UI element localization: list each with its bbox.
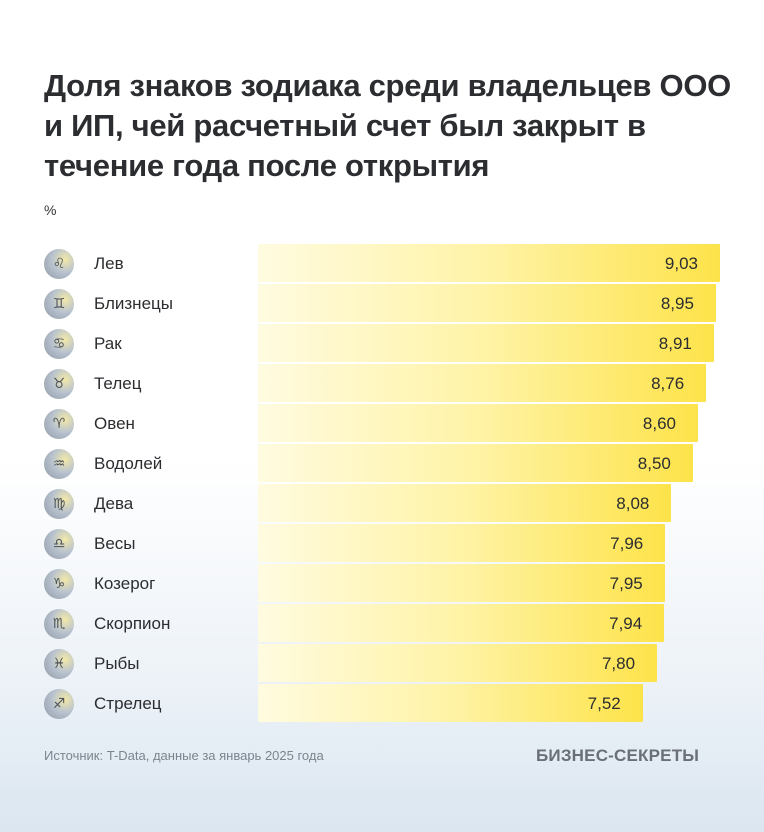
category-label: Лев bbox=[94, 254, 124, 273]
libra-icon: ♎︎ bbox=[44, 529, 74, 559]
data-label: 7,52 bbox=[587, 694, 621, 713]
data-label: 7,96 bbox=[610, 534, 644, 553]
bar: 8,91 bbox=[258, 324, 714, 362]
bar-row: ♌︎ Лев 9,03 bbox=[0, 244, 764, 282]
capricorn-icon: ♑︎ bbox=[44, 569, 74, 599]
bar-row: ♈︎ Овен 8,60 bbox=[0, 404, 764, 442]
data-label: 8,76 bbox=[651, 374, 685, 393]
cancer-icon: ♋︎ bbox=[44, 329, 74, 359]
category-label: Телец bbox=[94, 374, 142, 393]
data-label: 8,95 bbox=[660, 294, 694, 313]
bar-row: ♊︎ Близнецы 8,95 bbox=[0, 284, 764, 322]
bar: 8,60 bbox=[258, 404, 698, 442]
taurus-icon: ♉︎ bbox=[44, 369, 74, 399]
category-label: Близнецы bbox=[94, 294, 173, 313]
bar: 7,80 bbox=[258, 644, 658, 682]
sagittarius-icon: ♐︎ bbox=[44, 689, 74, 719]
category-label: Стрелец bbox=[94, 694, 162, 713]
bar-row: ♋︎ Рак 8,91 bbox=[0, 324, 764, 362]
bar-row: ♍︎ Дева 8,08 bbox=[0, 484, 764, 522]
pisces-icon: ♓︎ bbox=[44, 649, 74, 679]
bar-row: ♏︎ Скорпион 7,94 bbox=[0, 604, 764, 642]
unit-label: % bbox=[44, 202, 57, 218]
category-label: Скорпион bbox=[94, 614, 171, 633]
data-label: 8,60 bbox=[642, 414, 676, 433]
aquarius-icon: ♒︎ bbox=[44, 449, 74, 479]
brand-logo: БИЗНЕС-СЕКРЕТЫ bbox=[536, 746, 700, 765]
bar: 9,03 bbox=[258, 244, 720, 282]
chart-title: Доля знаков зодиака среди владельцев ООО… bbox=[44, 68, 731, 183]
data-label: 8,91 bbox=[658, 334, 692, 353]
bar: 8,95 bbox=[258, 284, 716, 322]
bar-row: ♐︎ Стрелец 7,52 bbox=[0, 684, 764, 722]
bar-row: ♎︎ Весы 7,96 bbox=[0, 524, 764, 562]
bar: 8,50 bbox=[258, 444, 693, 482]
leo-icon: ♌︎ bbox=[44, 249, 74, 279]
bar-row: ♒︎ Водолей 8,50 bbox=[0, 444, 764, 482]
source-note: Источник: T-Data, данные за январь 2025 … bbox=[44, 748, 324, 763]
bar-row: ♉︎ Телец 8,76 bbox=[0, 364, 764, 402]
bar: 7,95 bbox=[258, 564, 665, 602]
bar: 8,08 bbox=[258, 484, 672, 522]
bar: 8,76 bbox=[258, 364, 707, 402]
scorpio-icon: ♏︎ bbox=[44, 609, 74, 639]
data-label: 8,50 bbox=[637, 454, 671, 473]
category-label: Овен bbox=[94, 414, 135, 433]
data-label: 8,08 bbox=[616, 494, 650, 513]
aries-icon: ♈︎ bbox=[44, 409, 74, 439]
bar: 7,94 bbox=[258, 604, 665, 642]
bar: 7,96 bbox=[258, 524, 666, 562]
category-label: Водолей bbox=[94, 454, 163, 473]
virgo-icon: ♍︎ bbox=[44, 489, 74, 519]
bar-row: ♑︎ Козерог 7,95 bbox=[0, 564, 764, 602]
category-label: Весы bbox=[94, 534, 136, 553]
data-label: 9,03 bbox=[664, 254, 698, 273]
data-label: 7,80 bbox=[601, 654, 636, 673]
gemini-icon: ♊︎ bbox=[44, 289, 74, 319]
bar: 7,52 bbox=[258, 684, 643, 722]
category-label: Рыбы bbox=[94, 654, 140, 673]
category-label: Дева bbox=[94, 494, 134, 513]
category-label: Козерог bbox=[94, 574, 156, 593]
data-label: 7,95 bbox=[609, 574, 643, 593]
bar-row: ♓︎ Рыбы 7,80 bbox=[0, 644, 764, 682]
data-label: 7,94 bbox=[609, 614, 643, 633]
category-label: Рак bbox=[94, 334, 122, 353]
